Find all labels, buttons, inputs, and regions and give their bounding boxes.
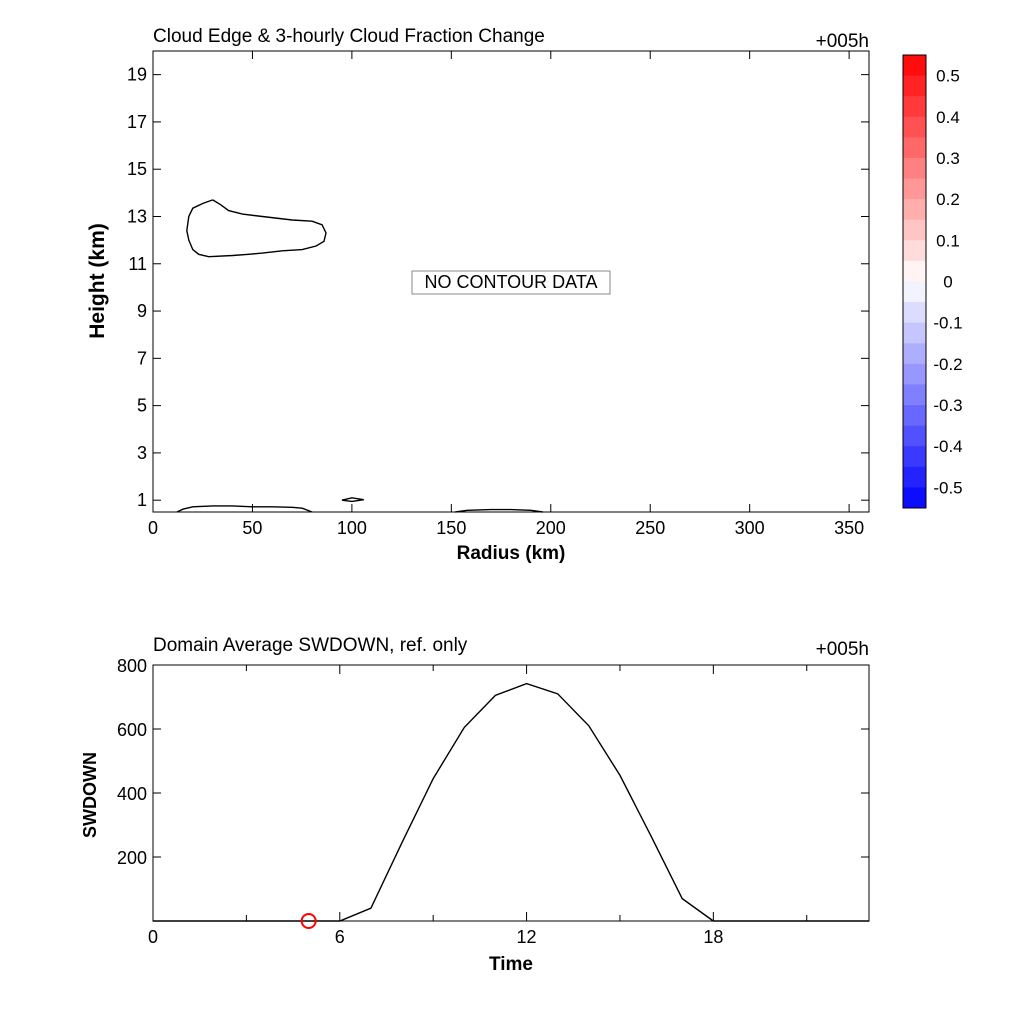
colorbar-frame <box>902 54 927 509</box>
cloud-edge-contour <box>341 497 364 503</box>
colorbar-swatch <box>903 322 926 344</box>
bottom-x-tick-label: 0 <box>148 927 158 947</box>
bottom-y-axis: 200 400 600 800 <box>117 656 869 868</box>
top-x-tick-label: 50 <box>242 518 262 538</box>
colorbar-swatch <box>903 157 926 180</box>
colorbar-swatches <box>903 55 926 509</box>
top-y-tick-label: 11 <box>128 254 147 274</box>
top-y-tick-label: 1 <box>137 490 147 510</box>
bottom-plot-frame <box>152 664 870 922</box>
colorbar-tick-label: 0 <box>943 273 952 292</box>
bottom-y-axis-label: SWDOWN <box>80 752 100 838</box>
top-x-tick-label: 350 <box>834 518 864 538</box>
colorbar-tick-label: -0.3 <box>933 396 962 415</box>
top-chart-title: Cloud Edge & 3-hourly Cloud Fraction Cha… <box>153 26 545 47</box>
colorbar-swatch <box>903 96 926 118</box>
colorbar-swatch <box>903 240 926 262</box>
colorbar-swatch <box>903 219 926 241</box>
bottom-time-label: +005h <box>816 639 869 660</box>
bottom-x-tick-label: 6 <box>335 927 345 947</box>
top-x-tick-label: 100 <box>337 518 367 538</box>
colorbar-tick-label: -0.5 <box>933 478 962 497</box>
colorbar-swatch <box>903 343 926 365</box>
swdown-series <box>153 682 869 929</box>
top-y-tick-label: 13 <box>127 206 147 226</box>
bottom-y-tick-label: 200 <box>117 848 147 868</box>
top-y-tick-label: 15 <box>127 159 147 179</box>
bottom-y-tick-label: 800 <box>117 656 147 676</box>
cloud-edge-contour <box>455 508 543 513</box>
colorbar-tick-label: 0.5 <box>936 67 960 86</box>
colorbar-swatch <box>903 384 926 406</box>
colorbar-swatch <box>903 178 926 200</box>
top-x-tick-label: 0 <box>148 518 158 538</box>
swdown-line <box>153 682 869 922</box>
colorbar: 0.5 0.4 0.3 0.2 0.1 0 -0.1 -0.2 -0.3 -0.4 -0.5 <box>902 54 963 509</box>
no-contour-data-box <box>411 270 611 295</box>
colorbar-tick-label: 0.3 <box>936 149 960 168</box>
colorbar-tick-label: 0.2 <box>936 190 960 209</box>
top-y-tick-label: 17 <box>127 112 147 132</box>
colorbar-swatch <box>903 199 926 221</box>
bottom-chart-title: Domain Average SWDOWN, ref. only <box>153 635 468 656</box>
bottom-x-axis-label: Time <box>489 954 533 975</box>
colorbar-swatch <box>903 466 926 488</box>
colorbar-tick-label: 0.4 <box>936 108 960 127</box>
top-y-tick-label: 3 <box>137 443 147 463</box>
top-x-axis-label: Radius (km) <box>457 543 566 564</box>
colorbar-swatch <box>903 446 926 468</box>
current-time-marker <box>300 913 317 929</box>
colorbar-tick-labels: 0.5 0.4 0.3 0.2 0.1 0 -0.1 -0.2 -0.3 -0.4 -0.5 <box>933 67 962 498</box>
bottom-x-tick-label: 12 <box>517 927 537 947</box>
top-y-axis-label: Height (km) <box>86 223 109 339</box>
colorbar-swatch <box>903 363 926 385</box>
colorbar-swatch <box>903 260 926 282</box>
colorbar-tick-label: -0.2 <box>933 355 962 374</box>
top-x-axis: 0 50 100 150 200 250 300 350 <box>148 51 864 538</box>
colorbar-swatch <box>903 425 926 447</box>
cloud-edge-contours <box>176 199 543 513</box>
top-x-tick-label: 200 <box>536 518 566 538</box>
top-y-tick-label: 7 <box>137 348 147 368</box>
top-x-tick-label: 250 <box>635 518 665 538</box>
colorbar-swatch <box>903 75 926 97</box>
no-contour-data-annotation: NO CONTOUR DATA <box>424 272 597 292</box>
colorbar-swatch <box>903 116 926 138</box>
colorbar-swatch <box>903 302 926 324</box>
colorbar-swatch <box>903 137 926 159</box>
swdown-panel: Domain Average SWDOWN, ref. only +005h 2… <box>80 635 870 975</box>
bottom-y-tick-label: 600 <box>117 720 147 740</box>
colorbar-swatch <box>903 487 926 509</box>
top-x-tick-label: 150 <box>436 518 466 538</box>
top-time-label: +005h <box>816 31 869 52</box>
top-y-tick-label: 5 <box>137 396 147 416</box>
cloud-edge-contour <box>176 505 313 513</box>
colorbar-swatch <box>903 281 926 303</box>
colorbar-swatch <box>903 55 926 77</box>
bottom-x-axis: 0 6 12 18 <box>148 665 808 947</box>
top-y-tick-label: 9 <box>137 301 147 321</box>
bottom-x-tick-label: 18 <box>703 927 723 947</box>
colorbar-tick-label: 0.1 <box>936 231 960 250</box>
colorbar-tick-label: -0.1 <box>933 314 962 333</box>
cloud-fraction-panel: Cloud Edge & 3-hourly Cloud Fraction Cha… <box>86 26 870 564</box>
bottom-y-tick-label: 400 <box>117 784 147 804</box>
top-y-tick-label: 19 <box>127 65 147 85</box>
cloud-edge-contour <box>186 199 327 258</box>
top-x-tick-label: 300 <box>735 518 765 538</box>
top-plot-frame <box>152 50 870 513</box>
colorbar-swatch <box>903 405 926 427</box>
colorbar-tick-label: -0.4 <box>933 437 962 456</box>
